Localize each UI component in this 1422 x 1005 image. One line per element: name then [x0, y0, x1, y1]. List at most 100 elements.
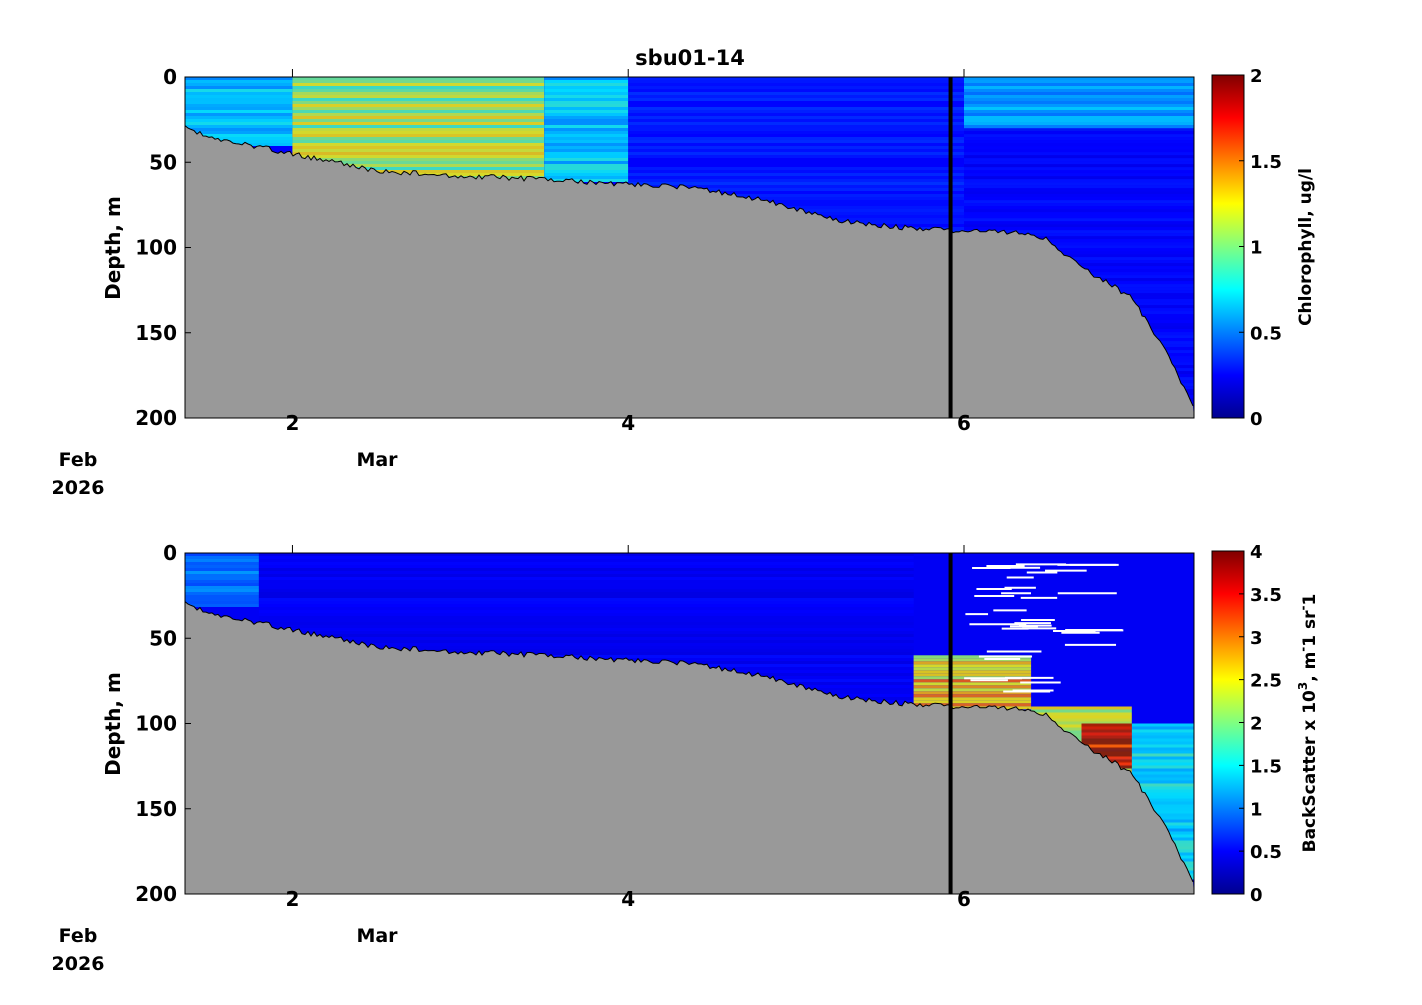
heatmap-cell — [913, 700, 1032, 704]
heatmap-cell — [964, 239, 1194, 243]
heatmap-cell — [185, 89, 293, 92]
heatmap-cell — [1131, 750, 1194, 754]
heatmap-cell — [292, 164, 545, 167]
heatmap-cell — [544, 86, 629, 89]
heatmap-cell — [185, 128, 293, 131]
heatmap-cell — [1031, 706, 1132, 710]
heatmap-cell — [628, 191, 964, 194]
heatmap-cell — [544, 176, 629, 179]
heatmap-cell — [185, 101, 293, 104]
heatmap-cell — [185, 95, 293, 98]
y-tick-label: 200 — [135, 882, 177, 906]
heatmap-cell — [544, 89, 629, 92]
heatmap-cell — [1131, 723, 1194, 727]
heatmap-cell — [1131, 738, 1194, 742]
heatmap-cell — [1081, 744, 1132, 748]
heatmap-cell — [1131, 813, 1194, 817]
heatmap-cell — [628, 140, 964, 143]
heatmap-cell — [1131, 783, 1194, 787]
heatmap-cell — [964, 212, 1194, 216]
heatmap-cell — [258, 589, 914, 592]
heatmap-cell — [628, 98, 964, 101]
heatmap-cell — [292, 140, 545, 143]
heatmap-cell — [628, 197, 964, 200]
heatmap-cell — [628, 158, 964, 161]
colorbar-tick-label: 0.5 — [1250, 323, 1282, 344]
seafloor-fill — [185, 601, 1194, 894]
heatmap-cell — [964, 173, 1194, 177]
heatmap-cell — [292, 167, 545, 170]
colorbar-tick-label: 0.5 — [1250, 842, 1282, 863]
colorbar-gradient — [1211, 74, 1245, 419]
heatmap-cell — [544, 146, 629, 149]
heatmap-cell — [258, 595, 914, 598]
colorbar-tick-label: 1 — [1250, 799, 1263, 820]
heatmap-cell — [964, 260, 1194, 264]
date-label-feb: Feb — [59, 449, 98, 471]
heatmap-cell — [258, 634, 914, 637]
heatmap-cell — [185, 86, 293, 89]
heatmap-cell — [964, 176, 1194, 180]
heatmap-cell — [258, 613, 914, 616]
colorbar-label-part: , m — [1300, 652, 1320, 682]
heatmap-cell — [628, 161, 964, 164]
heatmap-cell — [1031, 709, 1132, 713]
figure-title: sbu01-14 — [635, 46, 745, 70]
seafloor-line — [184, 125, 1194, 407]
heatmap-cell — [913, 691, 1032, 695]
heatmap-cell — [964, 215, 1194, 219]
heatmap-cell — [964, 197, 1194, 201]
heatmap-cell — [964, 257, 1194, 261]
heatmap-cell — [628, 119, 964, 122]
heatmap-cell — [1031, 730, 1132, 734]
heatmap-cell — [628, 77, 964, 80]
heatmap-cell — [964, 104, 1194, 107]
colorbar-tick-label: 1.5 — [1250, 152, 1282, 173]
colorbar-tick-label: 4 — [1250, 542, 1263, 563]
date-label-feb: Feb — [59, 925, 98, 947]
x-axis-ticks: 2 4 6 — [285, 69, 971, 435]
heatmap-cell — [185, 559, 259, 562]
heatmap-cell — [628, 185, 964, 188]
colorbar-label-sup: - — [1296, 647, 1310, 652]
heatmap-cell — [628, 128, 964, 131]
y-tick-label: 0 — [163, 541, 177, 565]
heatmap-cell — [628, 80, 964, 83]
heatmap-cell — [185, 592, 259, 595]
x-tick-label: 6 — [957, 411, 971, 435]
heatmap-cell — [292, 80, 545, 83]
heatmap-cell — [258, 619, 914, 622]
heatmap-cell — [544, 92, 629, 95]
colorbar-label-part: 1 sr — [1300, 610, 1320, 647]
heatmap-cell — [1131, 747, 1194, 751]
heatmap-cell — [964, 248, 1194, 252]
heatmap-cell — [1031, 727, 1132, 731]
heatmap-cell — [258, 628, 914, 631]
heatmap-cell — [185, 577, 259, 580]
heatmap-cell — [1081, 747, 1132, 751]
heatmap-cell — [544, 107, 629, 110]
heatmap-cell — [544, 104, 629, 107]
heatmap-cell — [185, 92, 293, 95]
heatmap-cell — [1131, 786, 1194, 790]
heatmap-cell — [258, 625, 914, 628]
colorbar-tick-label: 3.5 — [1250, 585, 1282, 606]
heatmap-cell — [258, 637, 914, 640]
heatmap-cell — [964, 221, 1194, 225]
heatmap-cell — [1131, 765, 1194, 769]
heatmap-cell — [964, 113, 1194, 116]
y-tick-label: 100 — [135, 712, 177, 736]
heatmap-cell — [964, 185, 1194, 189]
heatmap-cell — [964, 122, 1194, 125]
heatmap-cell — [292, 101, 545, 104]
heatmap-cell — [964, 230, 1194, 234]
heatmap-cell — [1131, 726, 1194, 730]
heatmap-cell — [258, 616, 914, 619]
heatmap-cell — [292, 152, 545, 155]
heatmap-cell — [913, 667, 1032, 671]
heatmap-cell — [292, 149, 545, 152]
heatmap-cell — [185, 98, 293, 101]
heatmap-cell — [292, 146, 545, 149]
colorbar-label-sup: - — [1296, 605, 1310, 610]
heatmap-cell — [628, 95, 964, 98]
